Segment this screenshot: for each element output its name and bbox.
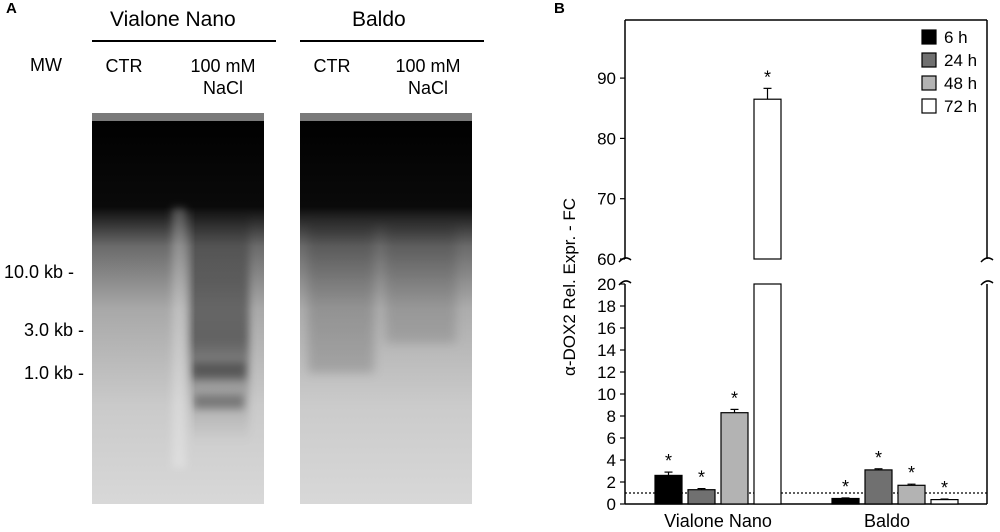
- significance-marker: *: [941, 478, 948, 498]
- y-tick-label: 0: [607, 495, 616, 514]
- y-tick-label: 60: [597, 250, 616, 269]
- y-tick-label: 90: [597, 69, 616, 88]
- y-tick-label: 6: [607, 429, 616, 448]
- y-tick-label: 8: [607, 407, 616, 426]
- significance-marker: *: [908, 463, 915, 483]
- significance-marker: *: [875, 448, 882, 468]
- variety-header-baldo: Baldo: [352, 8, 406, 31]
- lane-label-vn-nacl: 100 mM NaCl: [190, 56, 256, 98]
- bar: [897, 484, 926, 505]
- lane-label-baldo-nacl: 100 mM NaCl: [395, 56, 461, 98]
- lane-label-vn-ctr: CTR: [105, 56, 143, 76]
- y-tick-label: 16: [597, 319, 616, 338]
- marker-label-10kb: 10.0 kb -: [4, 262, 75, 282]
- bar: [753, 98, 782, 260]
- legend-label: 48 h: [944, 74, 977, 93]
- legend-swatch: [921, 75, 937, 91]
- y-tick-label: 12: [597, 363, 616, 382]
- bar: [654, 474, 683, 505]
- axis-break-mark: [980, 257, 994, 263]
- axis-break-mark: [980, 280, 994, 286]
- significance-marker: *: [764, 67, 771, 87]
- legend-swatch: [921, 29, 937, 45]
- variety-rule-vialone-nano: [92, 40, 276, 42]
- y-tick-label: 2: [607, 473, 616, 492]
- bar: [864, 469, 893, 505]
- bar: [720, 412, 749, 505]
- mw-label: MW: [30, 55, 62, 75]
- legend-label: 72 h: [944, 97, 977, 116]
- significance-marker: *: [731, 388, 738, 408]
- marker-label-3kb: 3.0 kb -: [24, 320, 85, 340]
- gel-image-baldo: [300, 113, 472, 504]
- bar: [930, 499, 959, 505]
- panel-a-letter: A: [6, 0, 17, 17]
- significance-marker: *: [698, 468, 705, 488]
- lane-label-baldo-ctr: CTR: [313, 56, 351, 76]
- legend-swatch: [921, 52, 937, 68]
- significance-marker: *: [665, 451, 672, 471]
- legend-swatch: [921, 98, 937, 114]
- y-tick-label: 18: [597, 297, 616, 316]
- panel-b-letter: B: [554, 0, 565, 17]
- bar: [831, 497, 860, 505]
- x-category-label: Baldo: [864, 511, 910, 531]
- bar: [687, 489, 716, 505]
- gel-image-vialone-nano: [92, 113, 264, 504]
- y-tick-label: 4: [607, 451, 616, 470]
- legend-label: 6 h: [944, 28, 968, 47]
- y-axis-label: α-DOX2 Rel. Expr. - FC: [560, 198, 579, 376]
- legend-label: 24 h: [944, 51, 977, 70]
- variety-header-vialone-nano: Vialone Nano: [110, 8, 236, 31]
- y-tick-label: 70: [597, 190, 616, 209]
- y-tick-label: 10: [597, 385, 616, 404]
- y-tick-label: 80: [597, 129, 616, 148]
- bar: [753, 283, 782, 505]
- marker-label-1kb: 1.0 kb -: [24, 363, 85, 383]
- y-tick-label: 14: [597, 341, 616, 360]
- axis-break-mark: [618, 257, 632, 263]
- x-category-label: Vialone Nano: [664, 511, 772, 531]
- variety-rule-baldo: [300, 40, 484, 42]
- significance-marker: *: [842, 477, 849, 497]
- y-tick-label: 20: [597, 275, 616, 294]
